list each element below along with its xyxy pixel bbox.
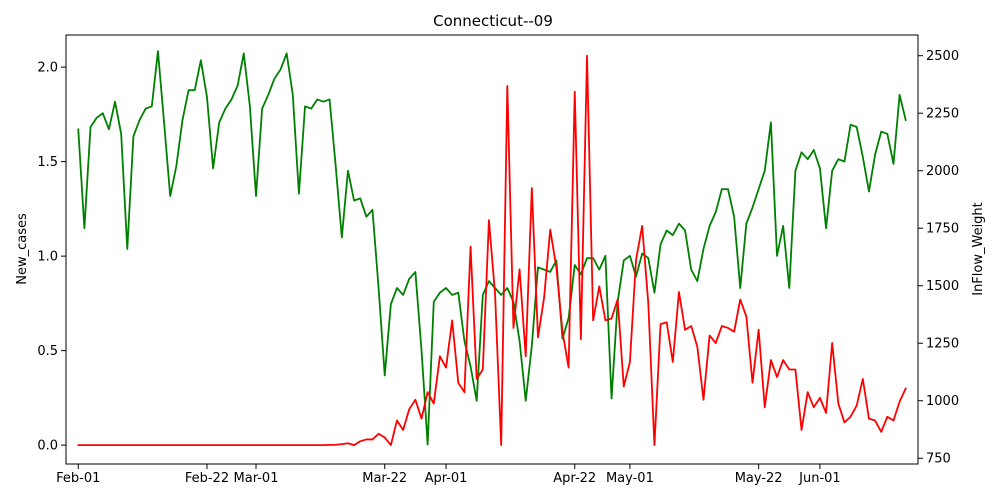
y-right-tick-label: 1500 [926, 279, 959, 294]
series-line-new-cases [77, 54, 907, 447]
x-tick-label: May-01 [606, 471, 654, 486]
x-tick-label: Mar-22 [362, 471, 407, 486]
y-left-tick-label: 0.0 [37, 439, 58, 454]
y-right-tick-label: 750 [926, 452, 951, 467]
y-right-tick-label: 2000 [926, 164, 959, 179]
chart-title: Connecticut--09 [433, 12, 553, 30]
y-right-tick-label: 2500 [926, 49, 959, 64]
y-right-tick-label: 1750 [926, 222, 959, 237]
y-left-tick-label: 1.5 [37, 155, 58, 170]
y-axis-left: 0.0 0.5 1.0 1.5 2.0 [37, 61, 66, 454]
x-tick-label: Feb-22 [185, 471, 229, 486]
y-left-tick-label: 1.0 [37, 250, 58, 265]
y-axis-right: 750 1000 1250 1500 1750 2000 2250 2500 [918, 49, 959, 467]
x-axis: Feb-01 Feb-22 Mar-01 Mar-22 Apr-01 Apr-22 May-… [56, 464, 841, 486]
x-tick-label: May-22 [735, 471, 783, 486]
y-right-tick-label: 1000 [926, 394, 959, 409]
x-tick-label: Jun-01 [798, 471, 841, 486]
x-tick-label: Apr-22 [553, 471, 596, 486]
y-axis-right-title: InFlow_Weight [971, 202, 986, 296]
x-tick-label: Feb-01 [56, 471, 100, 486]
x-tick-label: Mar-01 [234, 471, 279, 486]
y-right-tick-label: 1250 [926, 337, 959, 352]
y-left-tick-label: 2.0 [37, 61, 58, 76]
y-left-tick-label: 0.5 [37, 344, 58, 359]
series-line-inflow-weight [77, 50, 907, 446]
x-tick-label: Apr-01 [425, 471, 468, 486]
y-axis-left-title: New_cases [15, 213, 30, 285]
series-lines [77, 50, 907, 447]
y-right-tick-label: 2250 [926, 107, 959, 122]
